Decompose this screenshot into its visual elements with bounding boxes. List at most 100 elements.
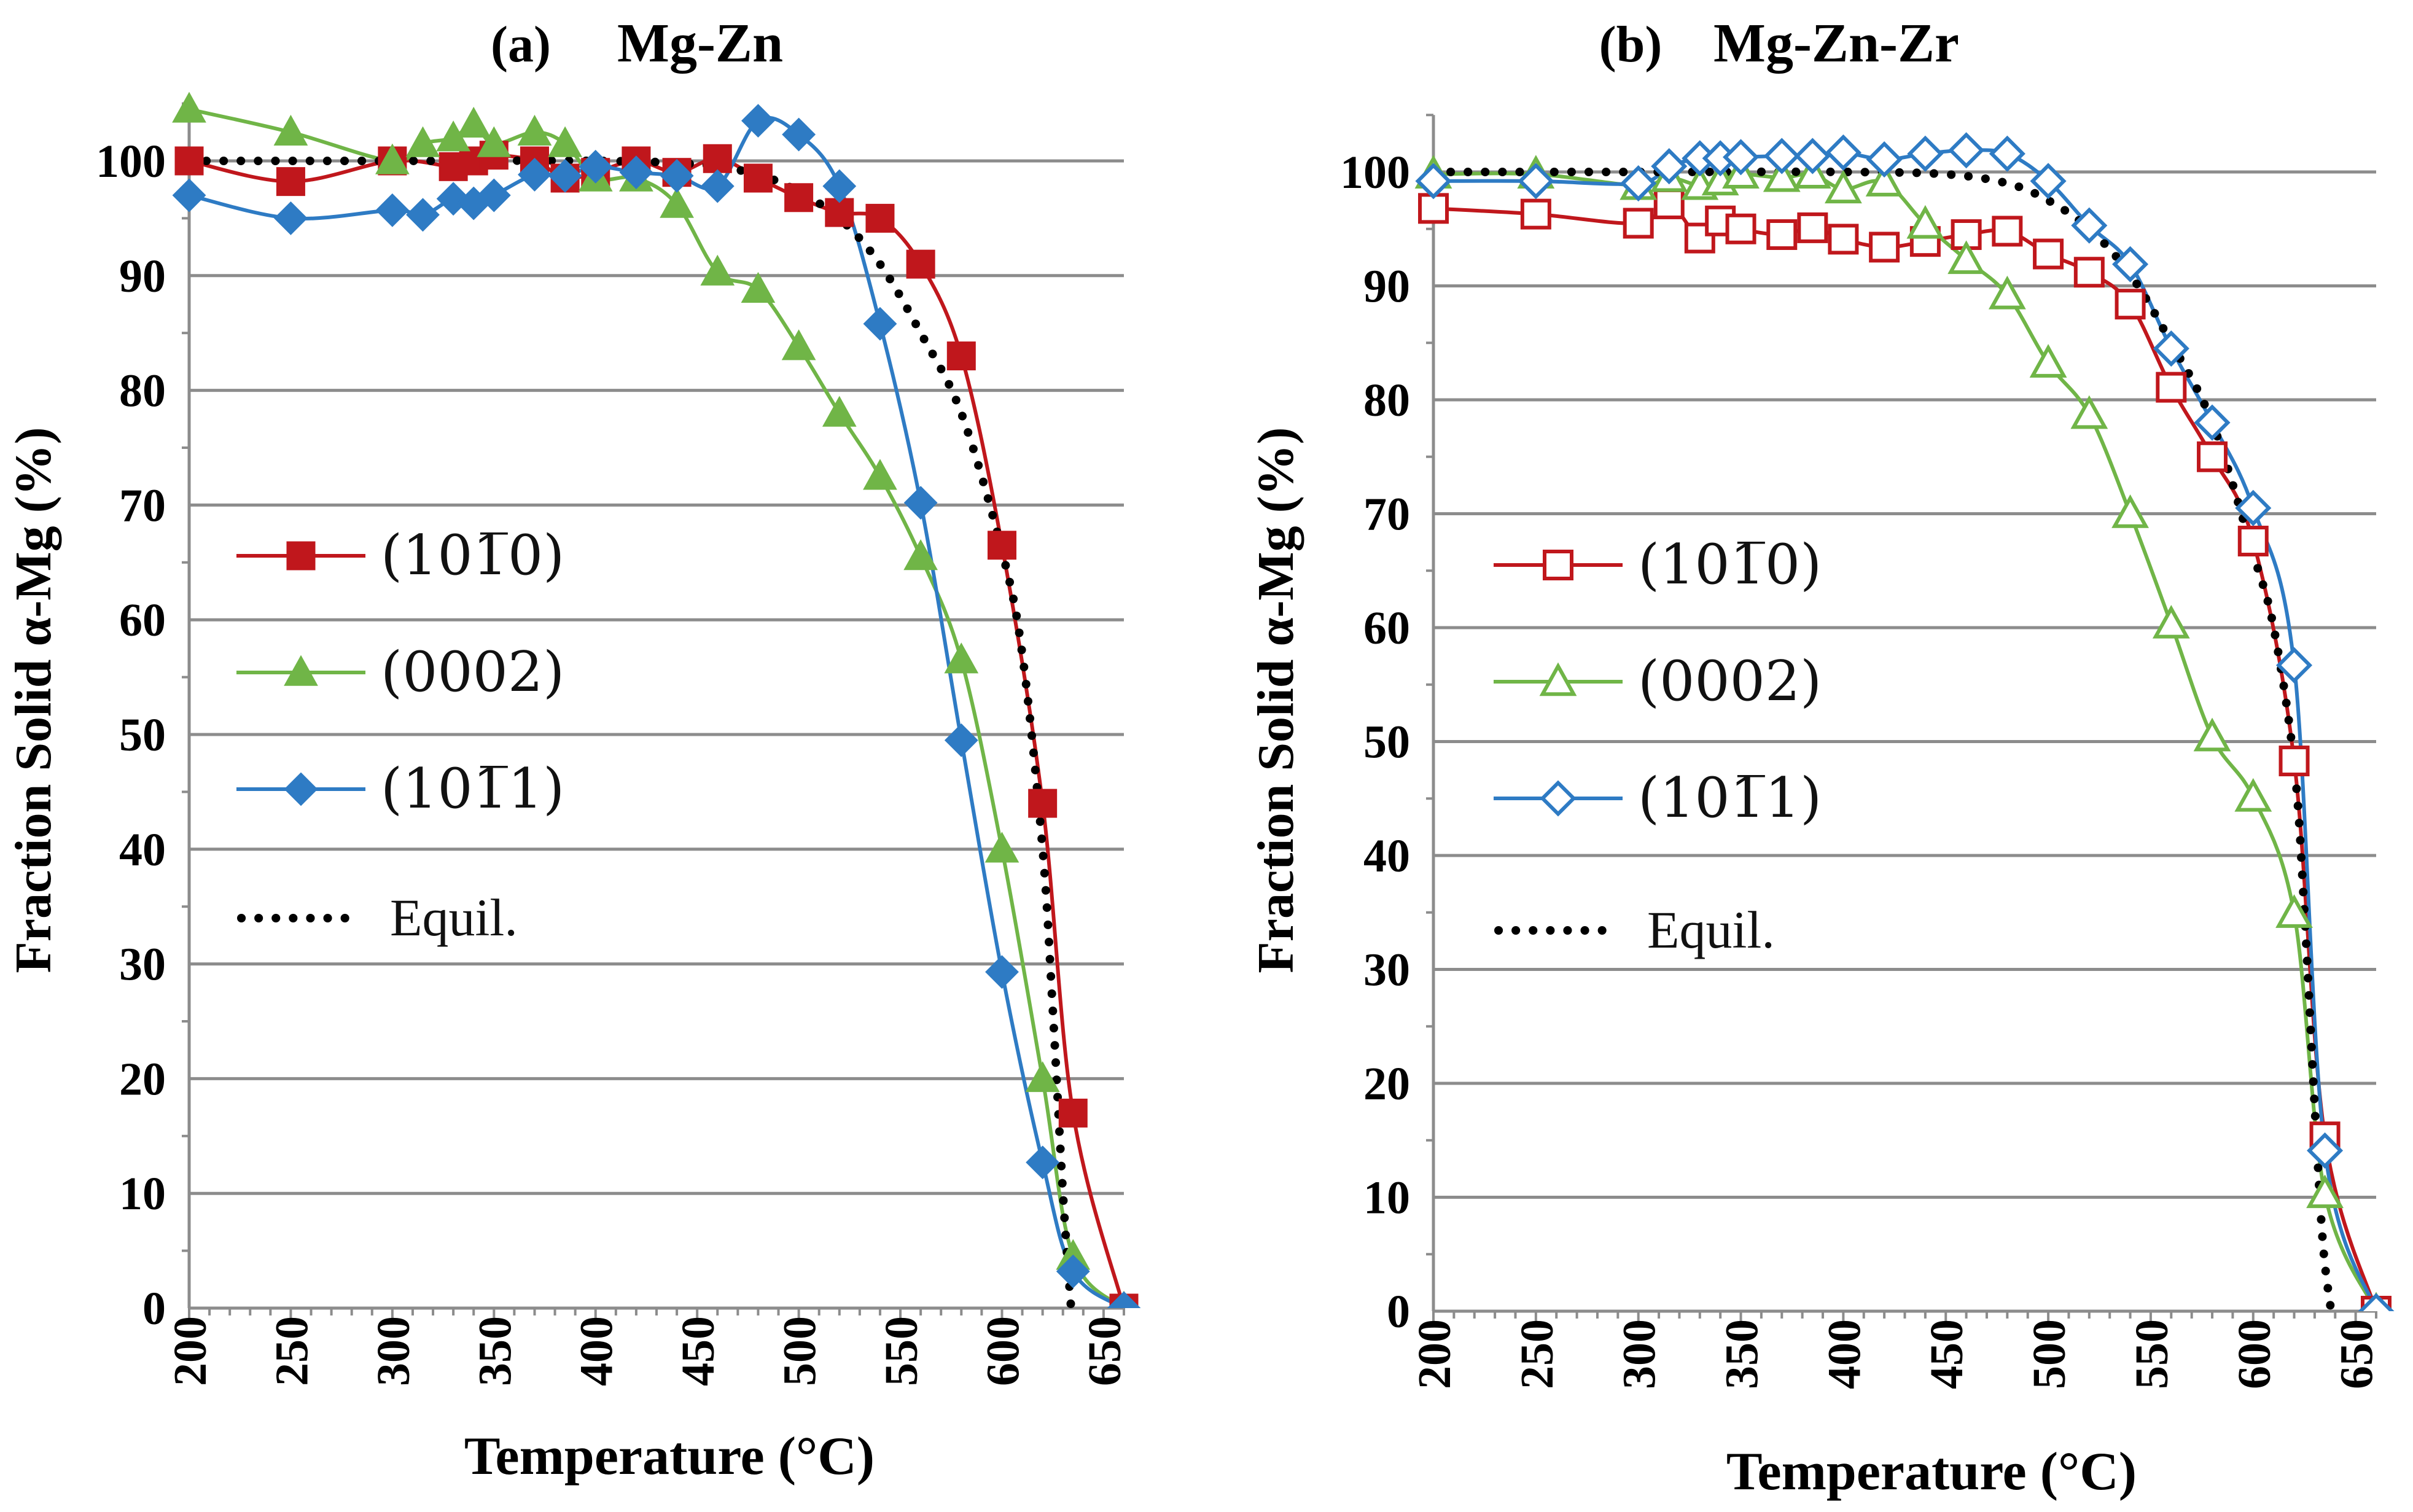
data-point [406, 198, 440, 232]
data-point [985, 955, 1019, 989]
series-line [189, 115, 1125, 1308]
panel-label: (b) [1599, 16, 1663, 73]
data-point [1723, 139, 1760, 176]
data-point [2033, 238, 2064, 270]
data-point [1797, 212, 1828, 243]
data-point [1026, 1145, 1060, 1180]
y-tick-label: 20 [119, 1053, 166, 1105]
legend-marker [286, 541, 316, 571]
data-point [741, 271, 776, 303]
x-axis-title: Temperature (°C) [464, 1427, 875, 1486]
legend-label: Equil. [1647, 900, 1775, 959]
data-point [703, 144, 732, 173]
data-point [273, 114, 308, 146]
legend-label: (0002) [381, 640, 564, 704]
y-tick-label: 80 [1363, 375, 1410, 426]
data-point [2306, 1174, 2344, 1209]
x-tick-label: 200 [165, 1316, 216, 1386]
y-tick-label: 50 [119, 709, 166, 761]
y-tick-label: 100 [1340, 147, 1410, 198]
data-point [1988, 275, 2026, 310]
x-tick-label: 650 [2331, 1319, 2383, 1389]
data-point [1907, 135, 1944, 172]
data-point [1824, 170, 1862, 204]
data-point [1415, 163, 1452, 200]
data-point [743, 163, 773, 193]
x-tick-label: 350 [1717, 1319, 1768, 1389]
data-point [2156, 372, 2187, 403]
data-point [1865, 163, 1903, 197]
data-point [456, 106, 491, 138]
y-tick-label: 0 [142, 1283, 166, 1335]
y-tick-label: 60 [119, 594, 166, 646]
y-tick-label: 10 [1363, 1172, 1410, 1224]
data-point [172, 178, 206, 212]
data-point [619, 155, 653, 190]
data-point [2030, 163, 2067, 200]
data-point [405, 126, 440, 157]
data-point [477, 178, 511, 212]
y-tick-label: 60 [1363, 602, 1410, 654]
y-tick-label: 90 [119, 251, 166, 302]
data-point [477, 126, 512, 157]
data-point [274, 201, 308, 235]
x-tick-label: 550 [876, 1316, 927, 1386]
series-line [1433, 201, 2378, 1311]
data-point [863, 459, 897, 490]
data-point [2194, 404, 2231, 441]
data-point [2112, 246, 2149, 283]
legend-label: (101̅1) [381, 757, 564, 821]
data-point [2279, 746, 2310, 777]
data-point [2197, 441, 2228, 472]
data-point [660, 187, 694, 218]
data-point [1684, 222, 1715, 254]
panel-label: (a) [491, 16, 551, 73]
data-point [2237, 526, 2269, 557]
data-point [579, 149, 613, 184]
data-point [700, 169, 735, 203]
data-point [825, 198, 854, 227]
x-tick-label: 550 [2126, 1319, 2178, 1389]
y-tick-label: 30 [119, 939, 166, 991]
y-tick-label: 20 [1363, 1058, 1410, 1110]
y-tick-label: 40 [1363, 830, 1410, 882]
y-tick-label: 40 [119, 824, 166, 876]
data-point [946, 341, 976, 371]
x-axis-title: Temperature (°C) [1726, 1442, 2137, 1502]
data-point [375, 193, 410, 227]
data-point [1763, 138, 1800, 174]
y-tick-label: 80 [119, 365, 166, 417]
y-tick-label: 50 [1363, 717, 1410, 768]
data-point [1620, 165, 1657, 202]
series-line [189, 107, 1126, 1308]
x-tick-label: 300 [1614, 1319, 1666, 1389]
x-tick-label: 250 [1511, 1319, 1563, 1389]
data-point [2275, 894, 2313, 928]
data-point [548, 126, 582, 157]
y-tick-label: 70 [1363, 489, 1410, 540]
data-point [2115, 289, 2146, 320]
data-point [2275, 647, 2313, 684]
series-line-equil [1429, 167, 2336, 1311]
data-point [944, 642, 979, 674]
data-point [174, 146, 204, 176]
data-point [517, 114, 552, 146]
legend-label: (101̅1) [1638, 766, 1822, 830]
y-axis-title: Fraction Solid α-Mg (%) [1247, 427, 1304, 973]
series-line [1433, 148, 2378, 1311]
data-point [375, 143, 410, 174]
legend-label: (101̅0) [381, 523, 564, 588]
data-point [1058, 1098, 1088, 1128]
data-point [1906, 205, 1944, 239]
x-tick-label: 600 [2229, 1319, 2280, 1389]
data-point [944, 723, 978, 757]
data-point [782, 117, 816, 152]
data-point [1766, 219, 1798, 251]
data-point [2071, 207, 2108, 244]
data-point [1825, 134, 1861, 171]
data-point [2153, 330, 2189, 367]
data-point [863, 306, 897, 341]
data-point [1989, 135, 2025, 172]
x-tick-label: 300 [368, 1316, 419, 1386]
chart-title: Mg-Zn-Zr [1713, 13, 1959, 74]
